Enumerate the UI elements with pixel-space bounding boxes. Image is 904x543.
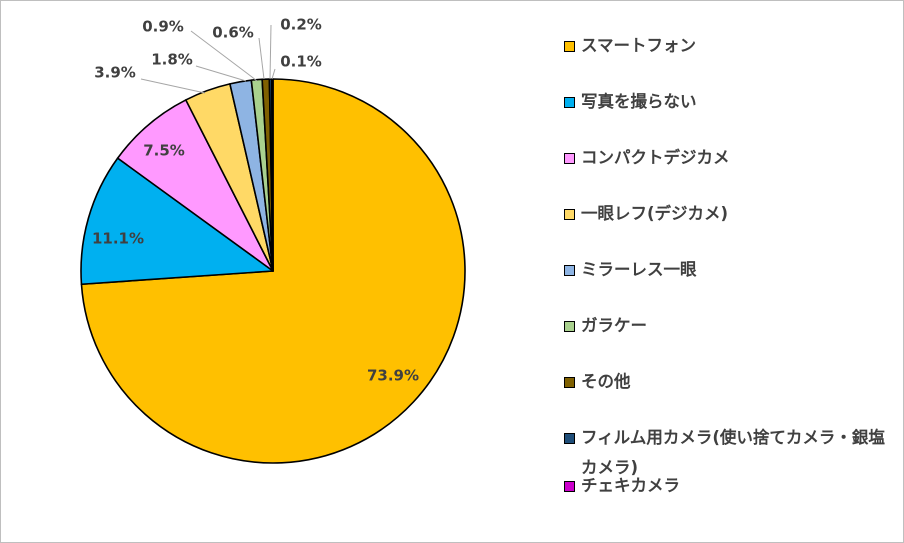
legend-swatch (564, 321, 575, 332)
legend-label: ミラーレス一眼 (581, 260, 697, 279)
legend-item: ミラーレス一眼 (564, 255, 894, 285)
legend-label: スマートフォン (581, 36, 697, 55)
leader-line (195, 65, 247, 82)
data-labels: 73.9% 11.1% 7.5% 3.9% 1.8% 0.9% 0.6% 0.2% 0.1% (92, 16, 419, 385)
legend-item: ガラケー (564, 311, 894, 341)
data-label: 73.9% (367, 367, 419, 385)
legend-swatch (564, 97, 575, 108)
leader-lines (140, 24, 276, 94)
legend-swatch (564, 481, 575, 492)
legend-item: スマートフォン (564, 31, 894, 61)
data-label: 0.1% (280, 53, 322, 71)
legend-label: チェキカメラ (581, 476, 680, 495)
legend-swatch (564, 433, 575, 444)
legend-item: 一眼レフ(デジカメ) (564, 199, 894, 229)
legend-item: チェキカメラ (564, 471, 894, 501)
data-label: 7.5% (143, 142, 185, 160)
legend-swatch (564, 209, 575, 220)
leader-line (258, 37, 265, 80)
leader-line (271, 68, 276, 80)
pie-slice (80, 157, 274, 286)
legend-item: 写真を撮らない (564, 87, 894, 117)
legend-swatch (564, 265, 575, 276)
legend-label: 一眼レフ(デジカメ) (581, 204, 729, 223)
data-label: 0.6% (212, 24, 254, 42)
legend-label: その他 (581, 372, 631, 391)
data-label: 1.8% (151, 51, 193, 69)
data-label: 11.1% (92, 230, 144, 248)
legend-label: 写真を撮らない (581, 92, 697, 111)
leader-line (140, 78, 206, 94)
data-label: 3.9% (94, 64, 136, 82)
legend-label: フィルム用カメラ(使い捨てカメラ・銀塩カメラ) (581, 428, 885, 477)
data-label: 0.9% (142, 18, 184, 36)
legend-swatch (564, 41, 575, 52)
legend-item: その他 (564, 367, 894, 397)
pie-slices (80, 78, 466, 464)
legend-item: コンパクトデジカメ (564, 143, 894, 173)
legend-swatch (564, 377, 575, 388)
leader-line (190, 30, 258, 82)
data-label: 0.2% (280, 16, 322, 34)
legend-label: ガラケー (581, 316, 647, 335)
leader-line (269, 24, 272, 80)
legend-swatch (564, 153, 575, 164)
legend-item: フィルム用カメラ(使い捨てカメラ・銀塩カメラ) (564, 423, 894, 483)
legend-label: コンパクトデジカメ (581, 148, 730, 167)
